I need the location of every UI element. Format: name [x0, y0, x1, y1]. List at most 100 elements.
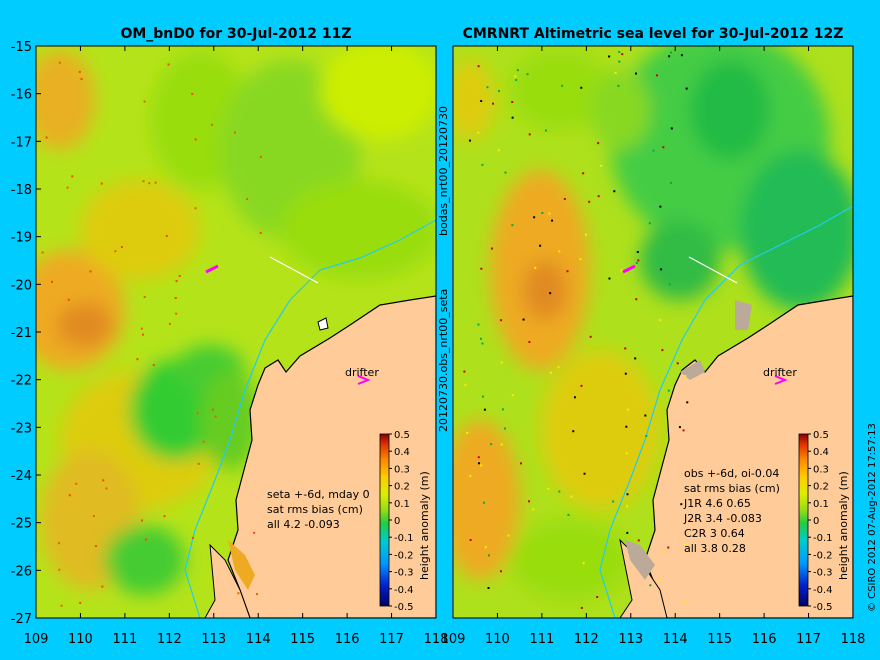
obs-point	[101, 585, 104, 588]
left-colorbar-tick-label: -0.1	[394, 533, 414, 544]
obs-point	[644, 414, 647, 417]
obs-point	[561, 84, 564, 87]
left-y-tick-label: -17	[11, 135, 32, 150]
obs-point	[484, 546, 487, 549]
obs-point	[67, 298, 70, 301]
right-isobath	[599, 205, 853, 618]
obs-point	[66, 186, 69, 189]
obs-point	[480, 100, 483, 103]
obs-point	[548, 212, 551, 215]
obs-point	[648, 222, 651, 225]
obs-point	[613, 190, 616, 193]
obs-point	[686, 401, 689, 404]
right-x-tick-label: 113	[618, 632, 643, 647]
left-x-tick-label: 114	[246, 632, 271, 647]
obs-point	[600, 164, 603, 167]
obs-point	[102, 479, 105, 482]
obs-point	[612, 500, 615, 503]
obs-point	[660, 268, 663, 271]
right-x-tick-label: 118	[841, 632, 866, 647]
obs-point	[659, 319, 662, 322]
obs-point	[663, 550, 666, 553]
left-x-tick-label: 110	[68, 632, 93, 647]
obs-point	[522, 318, 525, 321]
obs-point	[635, 298, 638, 301]
left-colorbar-tick-label: 0.5	[394, 430, 410, 441]
left-panel: OM_bnD0 for 30-Jul-2012 11Z	[11, 26, 458, 647]
obs-point	[100, 182, 103, 185]
obs-point	[520, 462, 523, 465]
obs-point	[481, 395, 484, 398]
right-x-tick-label: 110	[485, 632, 510, 647]
obs-point	[583, 472, 586, 475]
obs-point	[490, 247, 493, 250]
left-y-tick-label: -25	[11, 517, 32, 532]
left-colorbar-label: height anomaly (m)	[418, 471, 431, 580]
obs-point	[501, 408, 504, 411]
obs-point	[163, 515, 166, 518]
obs-point	[528, 340, 531, 343]
right-x-tick-label: 114	[663, 632, 688, 647]
right-x-tick-label: 115	[707, 632, 732, 647]
obs-point	[511, 394, 514, 397]
left-y-tick-label: -16	[11, 88, 32, 103]
obs-point	[579, 258, 582, 261]
obs-point	[626, 493, 629, 496]
obs-point	[58, 568, 61, 571]
obs-point	[58, 61, 61, 64]
right-stats-box: obs +-6d, oi-0.04 sat rms bias (cm) J1R …	[683, 467, 780, 555]
obs-point	[614, 71, 617, 74]
left-x-tick-label: 116	[335, 632, 360, 647]
obs-point	[174, 297, 177, 300]
left-colorbar-tick-label: 0.4	[394, 447, 410, 458]
left-panel-title: OM_bnD0 for 30-Jul-2012 11Z	[120, 26, 351, 42]
obs-point	[477, 131, 480, 134]
obs-point	[652, 149, 655, 152]
obs-point	[233, 131, 236, 134]
obs-point	[80, 78, 83, 81]
obs-point	[573, 396, 576, 399]
obs-point	[662, 146, 665, 149]
obs-point	[165, 235, 168, 238]
obs-point	[511, 101, 514, 104]
obs-point	[532, 508, 535, 511]
right-colorbar-tick-label: -0.2	[813, 550, 833, 561]
obs-point	[597, 195, 600, 198]
left-side-label: bodas_nrt00_20120730	[437, 106, 450, 236]
obs-point	[78, 70, 81, 73]
obs-point	[608, 55, 611, 58]
obs-point	[141, 333, 144, 336]
obs-point	[649, 584, 652, 587]
obs-point	[196, 412, 199, 415]
obs-point	[480, 464, 483, 467]
left-y-tick-label: -20	[11, 278, 32, 293]
obs-point	[626, 505, 629, 508]
obs-point	[497, 90, 500, 93]
obs-point	[563, 197, 566, 200]
obs-point	[514, 75, 517, 78]
left-x-tick-label: 115	[290, 632, 315, 647]
right-colorbar-strip	[798, 433, 809, 607]
left-y-tick-label: -24	[11, 469, 32, 484]
right-colorbar-tick-label: 0	[813, 516, 819, 527]
obs-point	[487, 586, 490, 589]
left-stats-box: seta +-6d, mday 0 sat rms bias (cm) all …	[267, 488, 370, 531]
obs-point	[685, 543, 688, 546]
obs-point	[549, 371, 552, 374]
obs-point	[500, 443, 503, 446]
obs-point	[637, 259, 640, 262]
obs-point	[533, 216, 536, 219]
obs-point	[621, 53, 624, 56]
obs-point	[167, 63, 170, 66]
left-x-tick-label: 113	[201, 632, 226, 647]
right-stats-line: obs +-6d, oi-0.04	[684, 467, 779, 480]
right-x-tick-label: 117	[796, 632, 821, 647]
obs-point	[483, 408, 486, 411]
obs-point	[528, 133, 531, 136]
obs-point	[534, 266, 537, 269]
right-x-tick-label: 109	[441, 632, 466, 647]
obs-point	[582, 172, 585, 175]
obs-point	[477, 462, 480, 465]
right-colorbar-tick-label: -0.4	[813, 585, 833, 596]
left-x-tick-label: 118	[424, 632, 449, 647]
